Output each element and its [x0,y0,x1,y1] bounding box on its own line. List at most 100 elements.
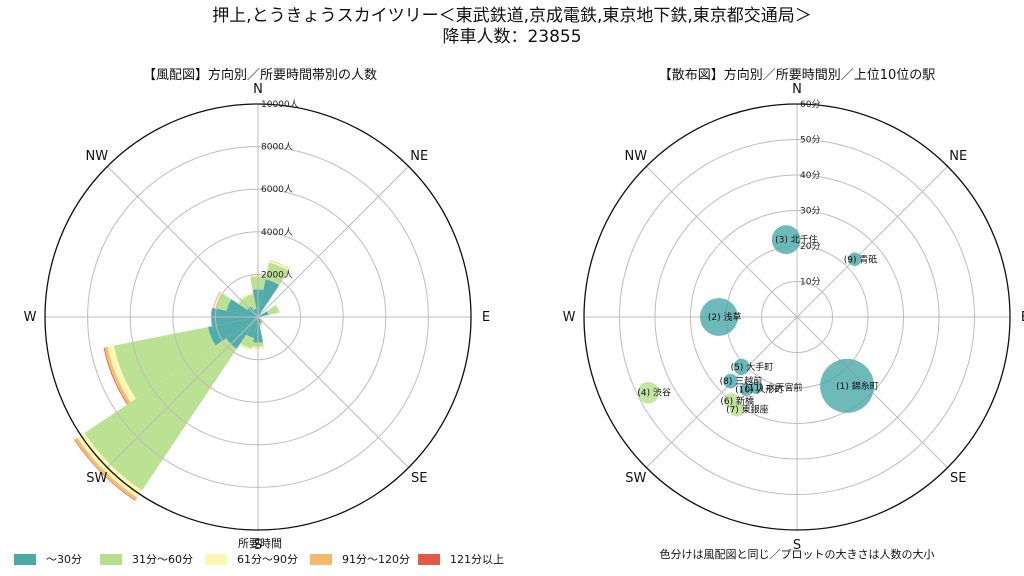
rose-bar [246,317,258,338]
station-label: (1) 錦糸町 [836,380,879,392]
station-point [749,381,763,395]
rose-bar [258,311,269,317]
rose-bar [249,275,267,277]
radial-tick-label: 4000人 [261,227,293,238]
rose-bar [269,260,291,270]
station-point [820,358,875,413]
grid-spoke [646,316,798,468]
scatter-points: (1) 錦糸町(2) 浅草(3) 北千住(4) 渋谷(5) 大手町(6) 新橋(… [637,225,879,417]
wind-rose-title: 【風配図】方向別／所要時間帯別の人数 [142,68,377,83]
station-label: (6) 新橋 [720,395,754,407]
rose-bar [253,308,258,317]
legend-swatch [100,553,122,565]
rose-bar [244,294,257,310]
direction-label-w: W [563,310,576,325]
radial-tick-label: 2000人 [261,269,293,280]
station-label: (11) 水天宮前 [745,382,802,394]
station-point [723,373,738,389]
station-point [729,402,745,417]
direction-label-e: E [1021,310,1024,325]
direction-label-nw: NW [85,149,108,164]
direction-label-n: N [253,82,263,97]
rose-bar [275,304,280,313]
figure-subtitle: 降車人数：23855 [442,27,582,47]
radial-tick-label: 10分 [800,277,820,288]
station-point [847,252,862,267]
scatter-title: 【散布図】方向別／所要時間別／上位10位の駅 [658,68,936,83]
station-label: (9) 青砥 [844,253,878,265]
radial-tick-label: 20分 [800,241,820,252]
station-point [637,381,660,404]
direction-label-n: N [792,82,802,97]
legend-label: 〜30分 [46,553,82,566]
legend-title: 所要時間 [238,537,282,550]
direction-label-s: S [793,538,801,553]
direction-label-w: W [24,310,37,325]
station-point [739,383,753,396]
legend-swatch [310,553,332,565]
station-label: (7) 東銀座 [726,403,769,415]
rose-bar [113,326,216,399]
radial-tick-label: 8000人 [261,142,293,153]
rose-bar [237,296,245,304]
rose-bar [207,317,258,346]
rose-bar [251,347,265,349]
grid-spoke [107,166,259,318]
outer-ring [44,103,472,531]
grid-spoke [107,316,259,468]
rose-bar [213,291,221,309]
direction-label-ne: NE [410,149,428,164]
station-point [771,225,801,255]
radial-tick-label: 30分 [800,206,820,217]
legend-label: 31分〜60分 [132,553,193,566]
legend-item-band2: 61分〜90分 [205,551,298,567]
station-label: (10) 人形町 [735,384,783,396]
radial-tick-label: 10000人 [261,99,299,110]
radial-tick-label: 40分 [800,170,820,181]
rose-bar [259,324,264,327]
grid-spoke [257,166,409,318]
radial-tick-label: 50分 [800,135,820,146]
polar-scatter-chart: N NE E SE S SW W NW 10分 20分 30分 40分 50分 60分 (1) 錦糸町 (2)… [563,82,1024,553]
wind-rose-chart: N NE E SE S SW W NW 2000人 4000人 6000人 8000人 10000人 [24,82,491,553]
direction-label-sw: SW [86,471,107,486]
rose-bar [266,305,279,315]
rose-bar [239,344,252,351]
legend-item-band4: 121分以上 [418,551,504,567]
rose-bar [240,334,254,349]
direction-label-s: S [254,538,262,553]
direction-label-se: SE [950,471,966,486]
station-point [700,298,738,336]
rose-bar [107,345,136,403]
legend-label: 91分〜120分 [342,553,410,566]
rose-bar [244,292,254,297]
rose-bar [265,262,289,286]
legend-item-band3: 91分〜120分 [310,551,410,567]
outer-ring [583,103,1011,531]
rose-bar [239,343,252,350]
legend-swatch [14,553,36,565]
rose-bar [226,299,258,317]
legend-swatch [205,553,227,565]
legend: 所要時間 〜30分 31分〜60分 61分〜90分 91分〜120分 121分以… [0,532,560,576]
rose-bar [216,293,232,311]
direction-label-ne: NE [949,149,967,164]
figure-title: 押上,とうきょうスカイツリー＜東武鉄道,京成電鉄,東京地下鉄,東京都交通局＞ [212,6,812,26]
rose-bar [104,346,131,404]
station-label: (3) 北千住 [775,234,818,246]
scatter-note: 色分けは風配図と同じ／プロットの大きさは人数の大小 [659,548,935,561]
rose-bar [259,322,263,326]
legend-swatch [418,553,440,565]
legend-item-band0: 〜30分 [14,551,82,567]
radial-tick-label: 6000人 [261,184,293,195]
grid-spoke [257,316,409,468]
rose-bar [259,324,264,326]
rose-bar [74,437,138,501]
rose-bar [258,279,280,317]
radial-tick-label: 60分 [800,99,820,110]
station-label: (5) 大手町 [731,361,774,373]
direction-label-nw: NW [624,149,647,164]
station-label: (2) 浅草 [708,311,742,323]
legend-item-band1: 31分〜60分 [100,551,193,567]
